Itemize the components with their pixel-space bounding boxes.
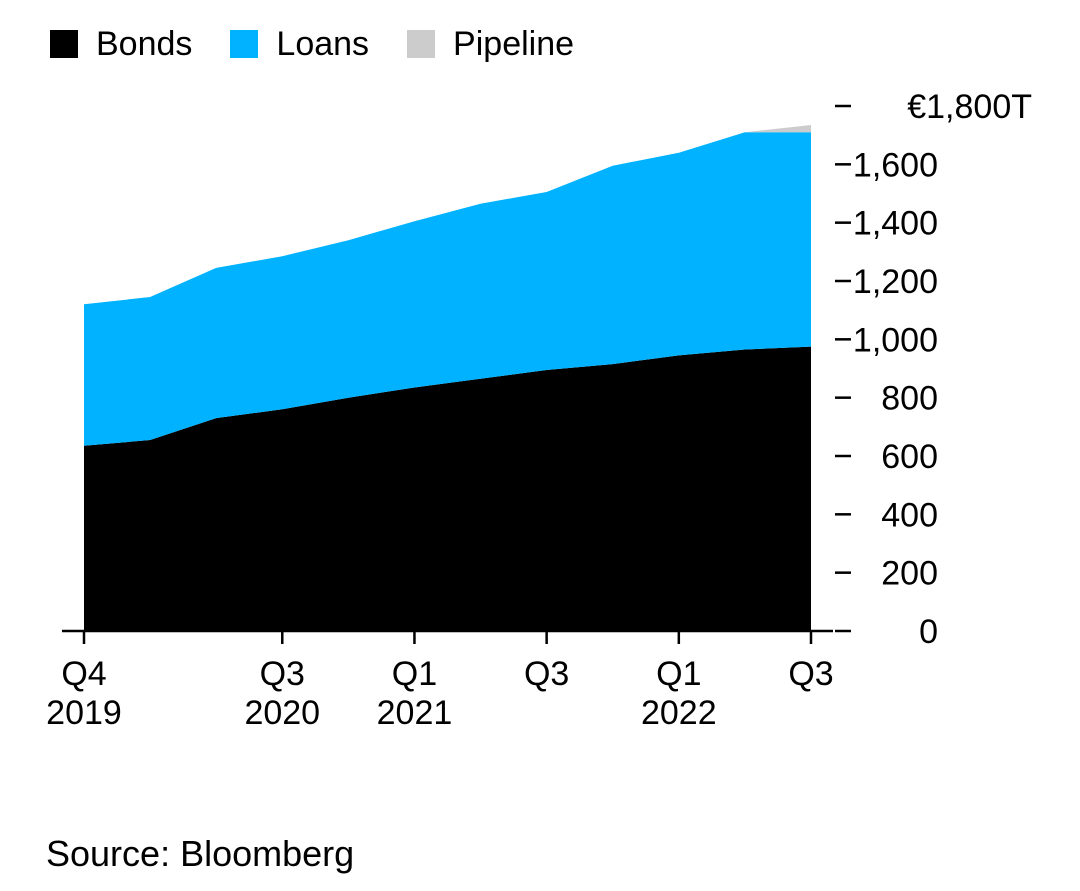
- y-tick-label-800: 800: [881, 380, 938, 418]
- y-tick-label-1000: 1,000: [853, 321, 938, 359]
- legend-label-loans: Loans: [276, 25, 370, 63]
- x-tick-label-2022-Q1: Q1: [656, 655, 701, 693]
- area-loans: [84, 132, 811, 446]
- legend-swatch-loans: [230, 30, 259, 58]
- y-tick-label-1200: 1,200: [853, 263, 938, 301]
- legend-item-bonds: Bonds: [50, 22, 192, 66]
- x-tick-label-2019-Q4: Q4: [61, 655, 106, 693]
- y-tick-label-1400: 1,400: [853, 205, 938, 243]
- y-tick-label-600: 600: [881, 438, 938, 476]
- x-tick-year-2020-Q3: 2020: [244, 694, 320, 732]
- x-tick-year-2022-Q1: 2022: [641, 694, 717, 732]
- legend-label-pipeline: Pipeline: [453, 25, 575, 63]
- legend-item-pipeline: Pipeline: [407, 22, 574, 66]
- y-tick-label-1600: 1,600: [853, 146, 938, 184]
- legend-swatch-bonds: [50, 30, 78, 58]
- x-tick-label-2021-Q3: Q3: [524, 655, 569, 693]
- legend-item-loans: Loans: [230, 22, 369, 66]
- y-tick-label-400: 400: [881, 496, 938, 534]
- area-bonds: [84, 346, 811, 631]
- x-tick-label-2022-Q3: Q3: [788, 655, 833, 693]
- source-note: Source: Bloomberg: [46, 833, 355, 874]
- y-tick-label-200: 200: [881, 555, 938, 593]
- x-tick-label-2021-Q1: Q1: [392, 655, 437, 693]
- legend-swatch-pipeline: [407, 30, 436, 58]
- y-tick-label-0: 0: [919, 613, 938, 651]
- legend-label-bonds: Bonds: [96, 25, 193, 63]
- x-tick-label-2020-Q3: Q3: [260, 655, 305, 693]
- x-tick-year-2019-Q4: 2019: [46, 694, 122, 732]
- stacked-area-chart: 0 200 400 600 800 1,000 1,200 1,400 1,600 €1,800T…: [46, 88, 1032, 732]
- x-tick-year-2021-Q1: 2021: [377, 694, 453, 732]
- y-tick-label-1800: €1,800T: [907, 88, 1032, 126]
- chart-legend: Bonds Loans Pipeline: [50, 22, 612, 66]
